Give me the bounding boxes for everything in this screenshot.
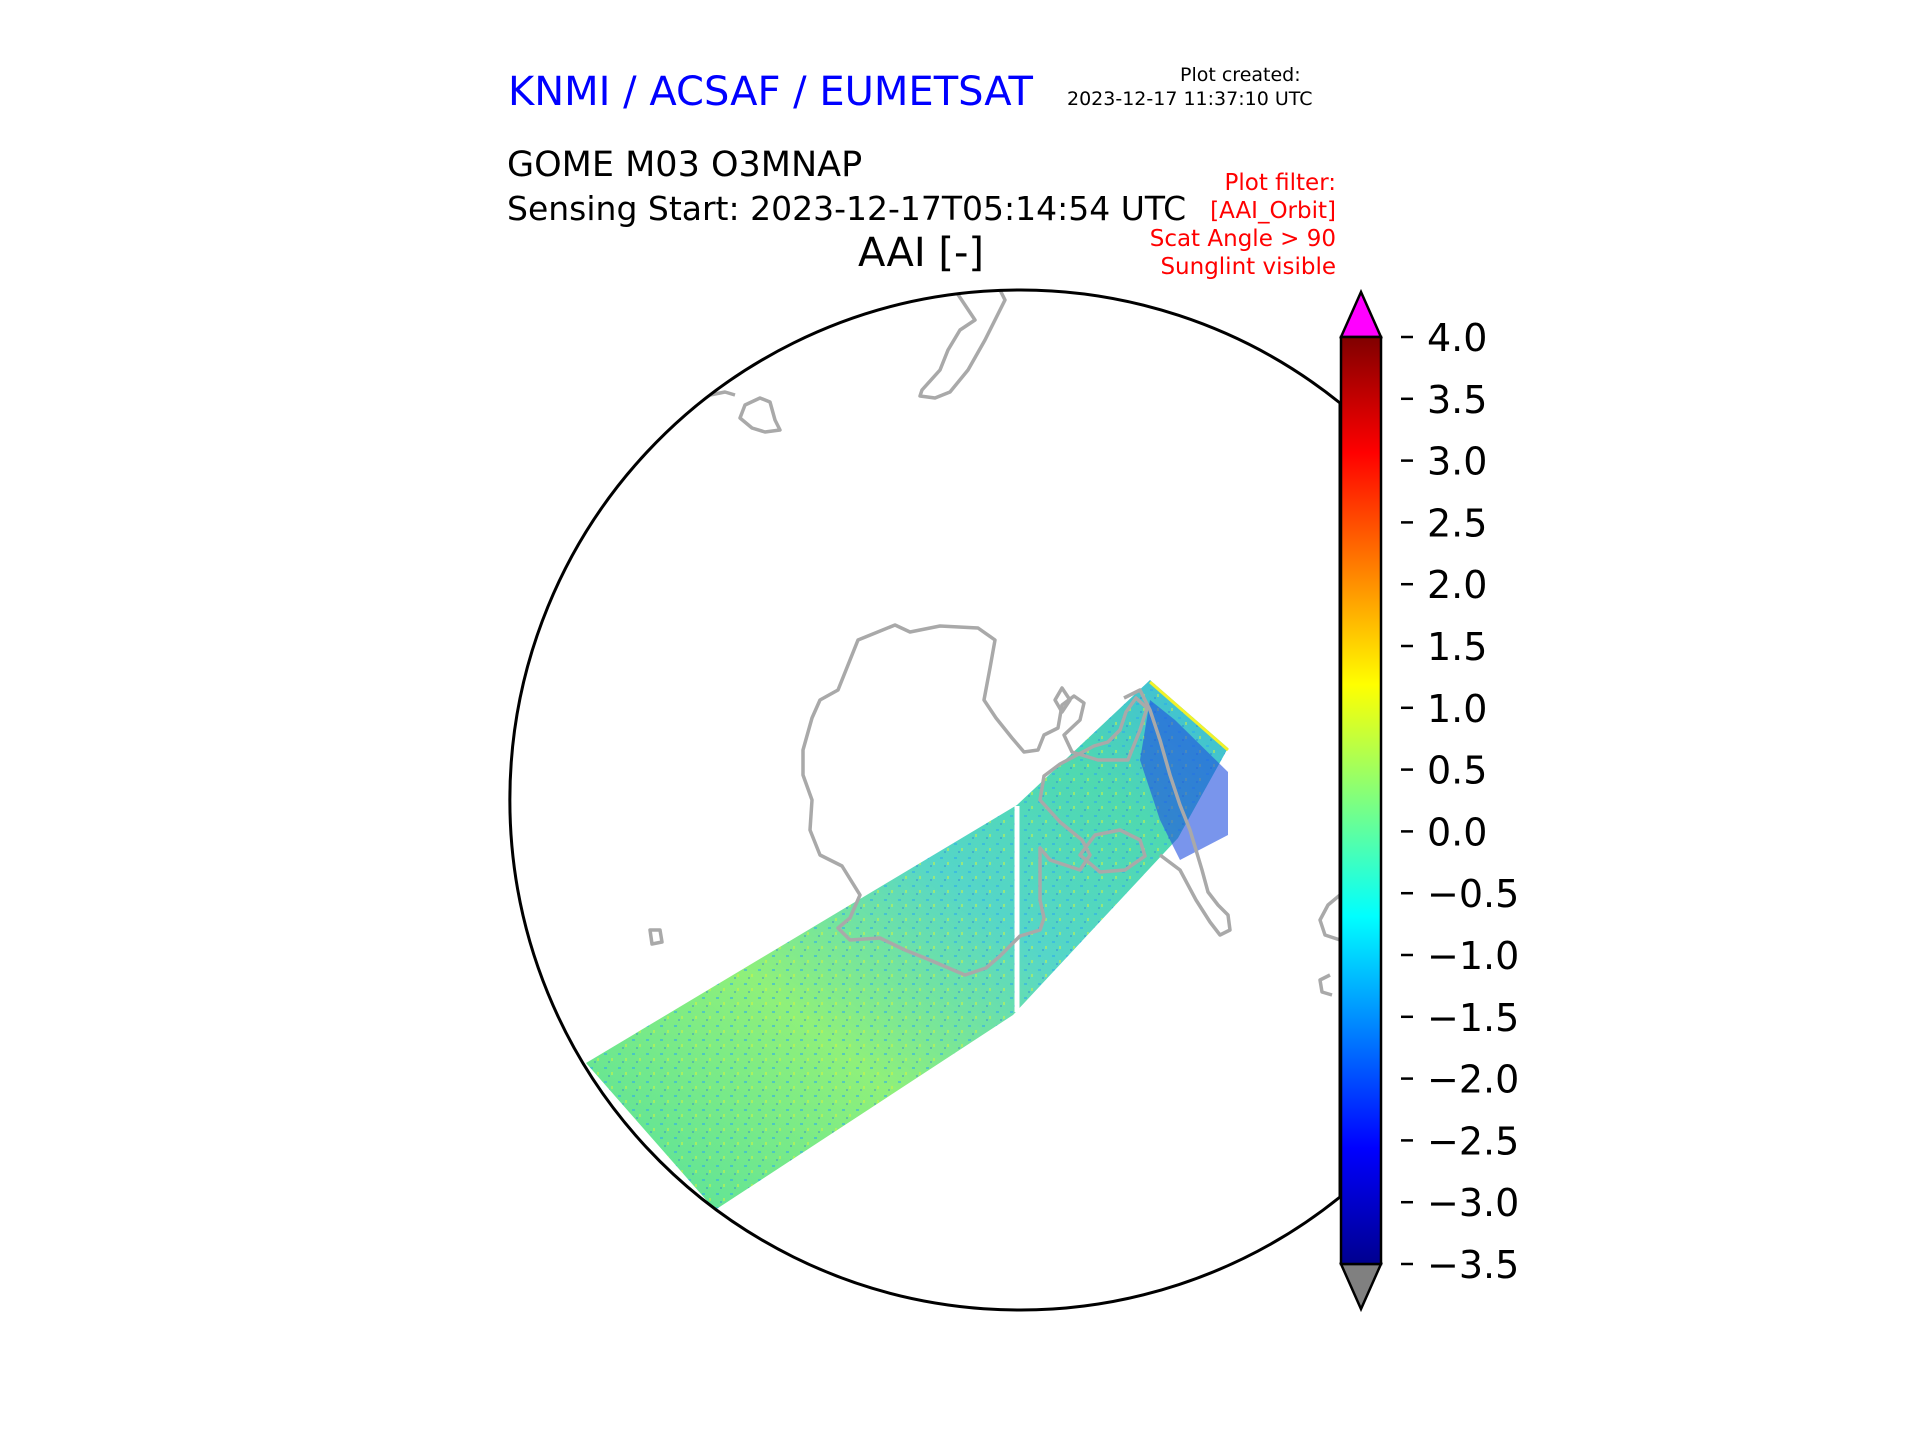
sensing-start: Sensing Start: 2023-12-17T05:14:54 UTC (507, 189, 1187, 228)
british-isles-coastline (1318, 893, 1341, 997)
colorbar-tick-label: −1.5 (1427, 996, 1519, 1040)
colorbar-tick-label: 4.0 (1427, 316, 1487, 360)
variable-title: AAI [-] (858, 230, 984, 276)
colorbar-tick-label: 0.5 (1427, 749, 1487, 793)
colorbar-tick-label: −1.0 (1427, 934, 1519, 978)
franz-josef-coastline (738, 396, 782, 434)
colorbar-tick-label: −3.0 (1427, 1181, 1519, 1225)
colorbar-gradient (1339, 335, 1383, 1266)
canada-island-coastline (648, 928, 664, 946)
map-content (586, 290, 1341, 1210)
swath-low-region (1140, 700, 1228, 860)
aai-swath-noise (586, 680, 1228, 1210)
greenland-coastline (801, 623, 1149, 977)
map-boundary (508, 288, 1342, 1312)
scandinavia-coastline (1123, 688, 1232, 937)
colorbar-under-arrow (1339, 1262, 1383, 1313)
colorbar-tick-label: −3.5 (1427, 1243, 1519, 1287)
colorbar-tick-label: 1.0 (1427, 687, 1487, 731)
plot-created-time: 2023-12-17 11:37:10 UTC (1067, 88, 1313, 110)
colorbar-over-arrow (1339, 288, 1383, 339)
colorbar-tick-label: 0.0 (1427, 810, 1487, 854)
colorbar-tick-label: 3.5 (1427, 378, 1487, 422)
colorbar-tick-label: 2.0 (1427, 563, 1487, 607)
colorbar-tick-label: 2.5 (1427, 501, 1487, 545)
colorbar-tick-label: −0.5 (1427, 872, 1519, 916)
plot-filter-label: Plot filter: (1224, 170, 1336, 196)
iceland-coastline (1078, 828, 1147, 874)
colorbar-tick-label: 1.5 (1427, 625, 1487, 669)
colorbar-tick-label: −2.5 (1427, 1119, 1519, 1163)
plot-created-label: Plot created: (1180, 64, 1301, 86)
svalbard-coastline (1053, 686, 1072, 714)
plot-filter-item: Scat Angle > 90 (1149, 226, 1336, 252)
plot-filter-item: Sunglint visible (1160, 254, 1336, 280)
colorbar-ticks: 4.0 3.5 3.0 2.5 2.0 1.5 1.0 0.5 0.0 −0.5 −1.0 −1.5 −… (1401, 316, 1519, 1287)
swath-edge (1149, 680, 1229, 752)
novaya-zemlya-coastline (918, 290, 1007, 400)
colorbar-tick-label: 3.0 (1427, 440, 1487, 484)
agency-title: KNMI / ACSAF / EUMETSAT (508, 69, 1033, 115)
plot-filter-item: [AAI_Orbit] (1210, 198, 1336, 224)
product-title: GOME M03 O3MNAP (507, 145, 863, 185)
coastlines (648, 290, 1341, 997)
colorbar-tick-label: −2.0 (1427, 1058, 1519, 1102)
